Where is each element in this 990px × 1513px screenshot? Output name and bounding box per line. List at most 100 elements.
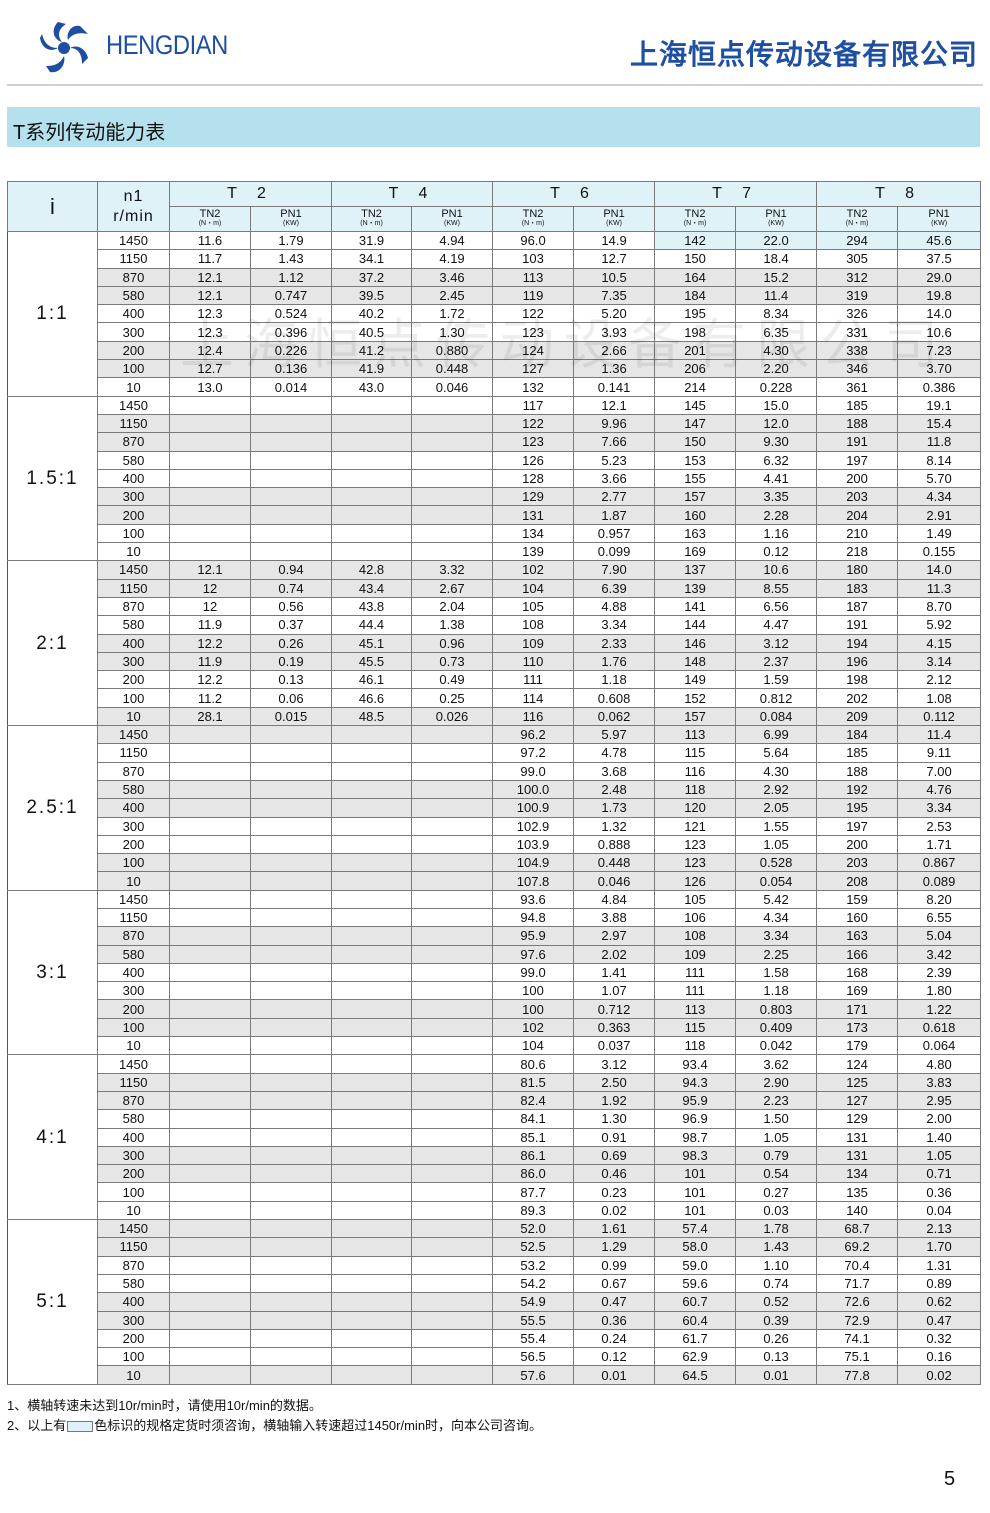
- torque-cell: 102.9: [492, 816, 575, 836]
- torque-cell: 86.1: [492, 1145, 575, 1166]
- torque-cell: [169, 962, 251, 983]
- power-cell: 4.15: [897, 633, 982, 653]
- torque-cell: 127: [492, 359, 575, 379]
- torque-cell: [169, 1109, 251, 1129]
- torque-cell: 184: [654, 285, 737, 306]
- power-cell: [411, 542, 494, 562]
- torque-cell: [331, 505, 413, 525]
- power-cell: [411, 1182, 494, 1202]
- table-row: 400 128 3.66 155 4.41 200 5.70: [8, 468, 982, 489]
- power-cell: 0.74: [249, 578, 333, 598]
- power-cell: 0.01: [573, 1365, 656, 1385]
- pn-subheader: PN1 (KW): [897, 206, 982, 232]
- torque-cell: 194: [816, 633, 899, 653]
- power-cell: 1.58: [735, 962, 818, 983]
- table-row: 1150 11.7 1.43 34.1 4.19 103 12.7 150 18.4 305 37.…: [8, 249, 982, 269]
- table-row: 100 134 0.957 163 1.16 210 1.49: [8, 523, 982, 544]
- torque-cell: 124: [492, 340, 575, 361]
- pn-subheader: PN1 (KW): [573, 206, 656, 232]
- torque-cell: [331, 834, 413, 855]
- torque-cell: [331, 468, 413, 489]
- power-cell: [411, 1219, 494, 1239]
- power-cell: 3.34: [573, 615, 656, 635]
- torque-cell: 131: [492, 505, 575, 525]
- torque-cell: [331, 743, 413, 763]
- torque-cell: 197: [816, 816, 899, 836]
- power-cell: 3.93: [573, 322, 656, 342]
- power-cell: 4.84: [573, 889, 656, 909]
- footnote-2-text: 色标识的规格定货时须咨询，横轴输入转速超过1450r/min时，向本公司咨询。: [94, 1418, 543, 1433]
- speed-cell: 200: [97, 1164, 170, 1184]
- torque-cell: 72.9: [816, 1310, 899, 1330]
- torque-cell: [169, 432, 251, 452]
- power-cell: 1.79: [249, 230, 333, 251]
- speed-cell: 100: [97, 853, 170, 873]
- table-row: 10 13.0 0.014 43.0 0.046 132 0.141 214 0.228 361 0…: [8, 377, 982, 397]
- power-cell: 1.18: [573, 670, 656, 690]
- torque-cell: 68.7: [816, 1219, 899, 1239]
- torque-cell: 184: [816, 725, 899, 745]
- torque-cell: 312: [816, 267, 899, 287]
- power-cell: [411, 779, 494, 800]
- torque-cell: 118: [654, 1036, 737, 1056]
- torque-cell: 111: [654, 981, 737, 1001]
- torque-cell: 144: [654, 615, 737, 635]
- torque-cell: 128: [492, 468, 575, 489]
- power-cell: 14.9: [573, 230, 656, 251]
- power-cell: 0.46: [573, 1164, 656, 1184]
- torque-cell: 55.5: [492, 1310, 575, 1330]
- power-cell: [411, 1328, 494, 1349]
- table-row: 580 54.2 0.67 59.6 0.74 71.7 0.89: [8, 1273, 982, 1294]
- power-cell: [411, 962, 494, 983]
- torque-cell: 59.6: [654, 1273, 737, 1294]
- power-cell: 11.3: [897, 578, 982, 598]
- power-cell: 0.47: [897, 1310, 982, 1330]
- torque-cell: [169, 450, 251, 470]
- power-cell: 1.07: [573, 981, 656, 1001]
- power-cell: 3.62: [735, 1054, 818, 1074]
- speed-cell: 1450: [97, 889, 170, 909]
- power-cell: 0.524: [249, 304, 333, 324]
- torque-cell: 305: [816, 249, 899, 269]
- power-cell: 0.448: [411, 359, 494, 379]
- power-cell: 4.78: [573, 743, 656, 763]
- speed-cell: 300: [97, 1145, 170, 1166]
- power-cell: 2.91: [897, 505, 982, 525]
- torque-cell: 116: [654, 761, 737, 781]
- speed-cell: 300: [97, 1310, 170, 1330]
- power-cell: 0.04: [897, 1200, 982, 1221]
- table-row: 870 95.9 2.97 108 3.34 163 5.04: [8, 926, 982, 946]
- torque-cell: 122: [492, 304, 575, 324]
- power-cell: 4.88: [573, 596, 656, 617]
- power-cell: 0.56: [249, 596, 333, 617]
- table-row: 10 104 0.037 118 0.042 179 0.064: [8, 1036, 982, 1056]
- power-cell: [411, 1310, 494, 1330]
- power-cell: 8.20: [897, 889, 982, 909]
- torque-cell: [169, 743, 251, 763]
- power-cell: 0.32: [897, 1328, 982, 1349]
- torque-cell: 361: [816, 377, 899, 397]
- power-cell: [249, 1255, 333, 1275]
- torque-cell: 105: [654, 889, 737, 909]
- torque-cell: 55.4: [492, 1328, 575, 1349]
- model-header-t8: T 8: [816, 181, 982, 207]
- power-cell: [411, 944, 494, 964]
- torque-cell: [169, 468, 251, 489]
- torque-cell: 129: [816, 1109, 899, 1129]
- torque-cell: 191: [816, 432, 899, 452]
- torque-cell: [331, 1054, 413, 1074]
- torque-cell: [331, 1347, 413, 1367]
- torque-cell: 187: [816, 596, 899, 617]
- ratio-cell: 1.5:1: [7, 395, 98, 562]
- speed-cell: 1150: [97, 907, 170, 928]
- speed-cell: 580: [97, 779, 170, 800]
- power-cell: [411, 798, 494, 818]
- torque-cell: 171: [816, 999, 899, 1019]
- power-cell: 1.31: [897, 1255, 982, 1275]
- power-cell: 1.43: [735, 1237, 818, 1257]
- speed-cell: 870: [97, 596, 170, 617]
- table-row: 1150 81.5 2.50 94.3 2.90 125 3.83: [8, 1072, 982, 1092]
- power-cell: 1.59: [735, 670, 818, 690]
- torque-cell: 125: [816, 1072, 899, 1092]
- power-cell: 4.80: [897, 1054, 982, 1074]
